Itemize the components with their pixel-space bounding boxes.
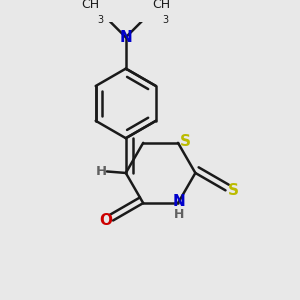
Text: CH: CH <box>152 0 170 11</box>
Text: CH: CH <box>82 0 100 11</box>
Text: S: S <box>180 134 191 149</box>
Text: N: N <box>119 30 132 45</box>
Text: 3: 3 <box>162 15 168 25</box>
Text: 3: 3 <box>98 15 103 25</box>
Text: S: S <box>228 183 238 198</box>
Text: H: H <box>173 208 184 221</box>
Text: N: N <box>172 194 185 209</box>
Text: O: O <box>99 213 112 228</box>
Text: H: H <box>96 165 107 178</box>
